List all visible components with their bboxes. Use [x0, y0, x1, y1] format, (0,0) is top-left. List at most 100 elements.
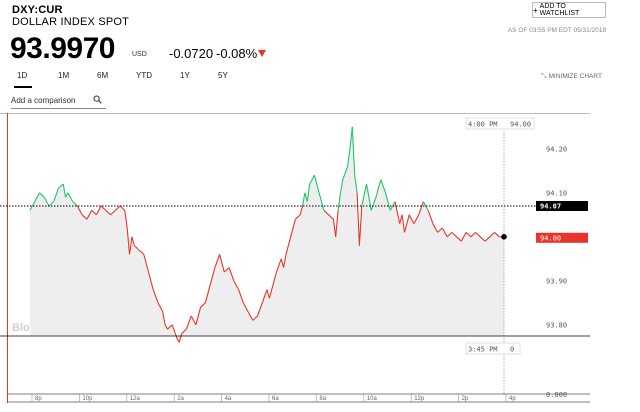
price-line-segment [349, 126, 353, 149]
price-line-segment [354, 175, 358, 193]
price-line-segment [124, 210, 128, 229]
price-line-segment [306, 183, 311, 202]
price-line-segment [489, 231, 495, 238]
last-price: 93.9970 [10, 32, 115, 65]
price-line-segment [86, 210, 93, 220]
price-line-segment [408, 214, 415, 224]
price-line-segment [126, 227, 131, 255]
y-tick-label: 93.80 [546, 321, 567, 329]
price-line-segment [456, 236, 462, 242]
price-line-segment [34, 192, 40, 202]
price-line-segment [95, 205, 102, 216]
price-line-segment [58, 183, 64, 189]
y-tick-label: 94.20 [546, 145, 567, 153]
add-to-watchlist-button[interactable]: + ADD TO WATCHLIST [532, 2, 606, 18]
comparison-search-input[interactable]: Add a comparison [11, 92, 106, 109]
price-line-segment [437, 227, 443, 233]
tab-1d[interactable]: 1D [17, 71, 28, 80]
price-line-segment [157, 302, 164, 312]
price-line-segment [285, 236, 292, 255]
add-to-watchlist-label: ADD TO WATCHLIST [539, 3, 580, 17]
price-line-segment [446, 231, 453, 238]
price-line-segment [128, 236, 133, 255]
price-line-segment [484, 236, 491, 242]
tab-6m[interactable]: 6M [97, 71, 109, 80]
price-line-segment [65, 192, 69, 198]
current-price-badge [536, 232, 588, 243]
price-line-segment [242, 302, 249, 312]
price-line-segment [238, 289, 244, 303]
price-line-segment [342, 166, 349, 180]
price-line-segment [418, 201, 424, 215]
price-line-segment [209, 267, 216, 286]
price-line-segment [432, 223, 439, 233]
x-tick-label: 8p [35, 396, 42, 402]
price-line-segment [176, 337, 180, 343]
x-tick-label: 2p [462, 396, 469, 402]
price-line-segment [271, 271, 278, 290]
x-tick-label: 2a [177, 396, 184, 402]
crosshair-value: 94.00 [510, 121, 531, 129]
ticker-symbol: DXY:CUR [12, 4, 63, 16]
tab-ytd[interactable]: YTD [136, 71, 152, 80]
price-line-segment [441, 227, 448, 238]
price-line-segment [335, 210, 339, 237]
price-line-segment [389, 201, 396, 211]
price-line-segment [100, 205, 107, 211]
x-tick-label: 12p [414, 396, 425, 402]
price-line-segment [219, 254, 225, 273]
price-line-segment [301, 192, 306, 207]
plus-icon: + [533, 5, 538, 15]
x-axis: 8p 10p 12a 2a 4a 6a 8a 10a 12p 2p 4p [31, 394, 516, 402]
tab-1y[interactable]: 1Y [180, 71, 190, 80]
search-icon[interactable] [93, 95, 102, 104]
price-line-segment [475, 231, 481, 238]
price-line-segment [62, 183, 67, 198]
price-line-segment [185, 315, 192, 330]
price-line-segment [299, 205, 304, 215]
tab-1m[interactable]: 1M [58, 71, 70, 80]
price-area-fill [30, 126, 504, 343]
price-line-segment [384, 192, 391, 211]
range-tabs: 1D 1M 6M YTD 1Y 5Y [0, 71, 640, 85]
volume-time-box [465, 342, 521, 355]
price-line-segment [332, 219, 337, 237]
price-line-segment [152, 289, 159, 303]
price-line-segment [318, 192, 323, 202]
x-tick-label: 6a [272, 396, 279, 402]
price-line-segment [110, 209, 116, 216]
minimize-chart-button[interactable]: ⤡ MINIMIZE CHART [541, 73, 602, 81]
price-line-segment [256, 302, 263, 317]
chart-top-divider [0, 113, 590, 114]
down-arrow-icon [258, 50, 266, 57]
price-line-segment [67, 192, 74, 202]
price-line-segment [138, 249, 145, 255]
price-line-segment [427, 210, 434, 224]
price-change-percent: -0.08% [216, 46, 258, 61]
instrument-name: DOLLAR INDEX SPOT [12, 16, 130, 28]
price-line-segment [358, 205, 363, 246]
price-line-segment [178, 333, 183, 343]
price-line-segment [283, 254, 287, 268]
price-line-segment [479, 236, 486, 242]
price-line-segment [320, 201, 325, 211]
price-line-segment [114, 205, 121, 211]
y-axis: 94.20 94.10 93.90 93.80 [546, 145, 567, 329]
price-line-segment [147, 271, 154, 290]
reference-value-label: 94.07 [540, 203, 561, 211]
tab-5y[interactable]: 5Y [218, 71, 228, 80]
price-line-segment [233, 280, 240, 290]
price-line-segment [337, 192, 342, 211]
price-line-segment [460, 232, 467, 242]
price-line-segment [53, 188, 59, 202]
price-line-segment [370, 197, 377, 211]
price-line-segment [91, 209, 97, 216]
y-tick-label: 93.90 [546, 277, 567, 285]
crosshair-time: 4:00 PM [468, 121, 498, 129]
price-line-segment [119, 205, 126, 211]
y-tick-label: 94.10 [546, 189, 567, 197]
currency-label: USD [132, 51, 147, 58]
price-line-segment [247, 311, 254, 321]
active-tab-indicator [14, 86, 32, 88]
